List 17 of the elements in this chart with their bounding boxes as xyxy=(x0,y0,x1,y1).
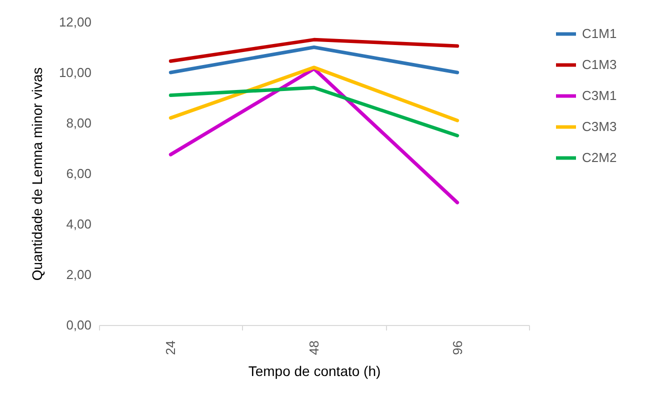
x-tick-label: 24 xyxy=(163,340,178,355)
legend-label: C2M2 xyxy=(582,150,617,165)
y-axis-title: Quantidade de Lemna minor vivas xyxy=(28,67,45,281)
legend-label: C3M3 xyxy=(582,119,617,134)
y-tick-label: 0,00 xyxy=(66,318,92,332)
y-tick-label: 10,00 xyxy=(58,65,92,80)
x-tick-label: 96 xyxy=(450,340,465,355)
y-tick-label: 2,00 xyxy=(66,267,92,282)
legend-label: C3M1 xyxy=(582,88,617,103)
legend-label: C1M3 xyxy=(582,57,617,72)
x-axis-title: Tempo de contato (h) xyxy=(248,362,381,379)
y-tick-label: 12,00 xyxy=(58,14,92,30)
x-tick-label: 48 xyxy=(306,340,322,355)
y-tick-label: 6,00 xyxy=(66,166,92,181)
y-tick-label: 8,00 xyxy=(66,116,92,130)
y-tick-label: 4,00 xyxy=(66,216,92,232)
legend-label: C1M1 xyxy=(582,26,617,41)
